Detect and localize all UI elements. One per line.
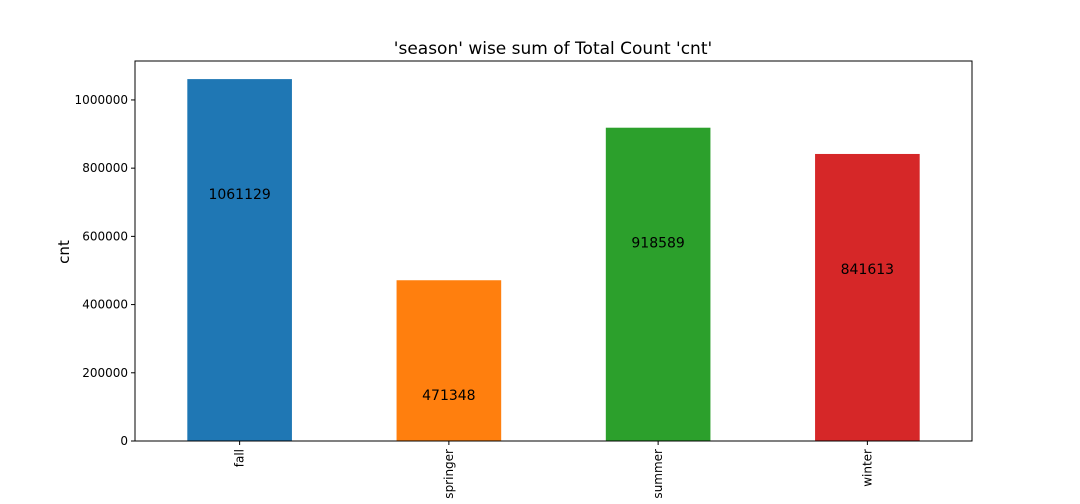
x-axis-ticks: fall springer summer winter	[233, 441, 874, 499]
y-tick-label-3: 600000	[82, 229, 128, 243]
y-axis-label: cnt	[55, 240, 73, 264]
y-tick-label-1: 200000	[82, 366, 128, 380]
x-tick-label-winter: winter	[860, 449, 874, 487]
bar-fall	[187, 79, 292, 441]
data-label-springer: 471348	[422, 388, 475, 404]
data-label-fall: 1061129	[208, 187, 270, 203]
y-tick-label-4: 800000	[82, 161, 128, 175]
data-label-winter: 841613	[841, 262, 894, 278]
y-tick-label-0: 0	[120, 434, 128, 448]
y-tick-label-5: 1000000	[75, 93, 128, 107]
bar-summer	[605, 127, 711, 441]
x-tick-label-springer: springer	[442, 449, 456, 499]
y-tick-label-2: 400000	[82, 298, 128, 312]
plot-frame	[134, 60, 973, 442]
data-label-summer: 918589	[631, 236, 684, 252]
bars-group: 1061129 471348 918589 841613	[187, 79, 920, 441]
x-tick-label-summer: summer	[651, 449, 665, 499]
x-tick-label-fall: fall	[233, 449, 247, 467]
bar-winter	[815, 153, 920, 441]
bar-springer	[396, 280, 502, 441]
y-axis-ticks: 0 200000 400000 600000 800000 1000000	[75, 93, 135, 448]
chart-title: 'season' wise sum of Total Count 'cnt'	[394, 39, 712, 59]
